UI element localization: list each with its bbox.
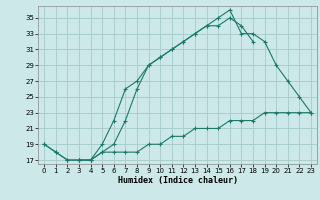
X-axis label: Humidex (Indice chaleur): Humidex (Indice chaleur) (118, 176, 238, 185)
